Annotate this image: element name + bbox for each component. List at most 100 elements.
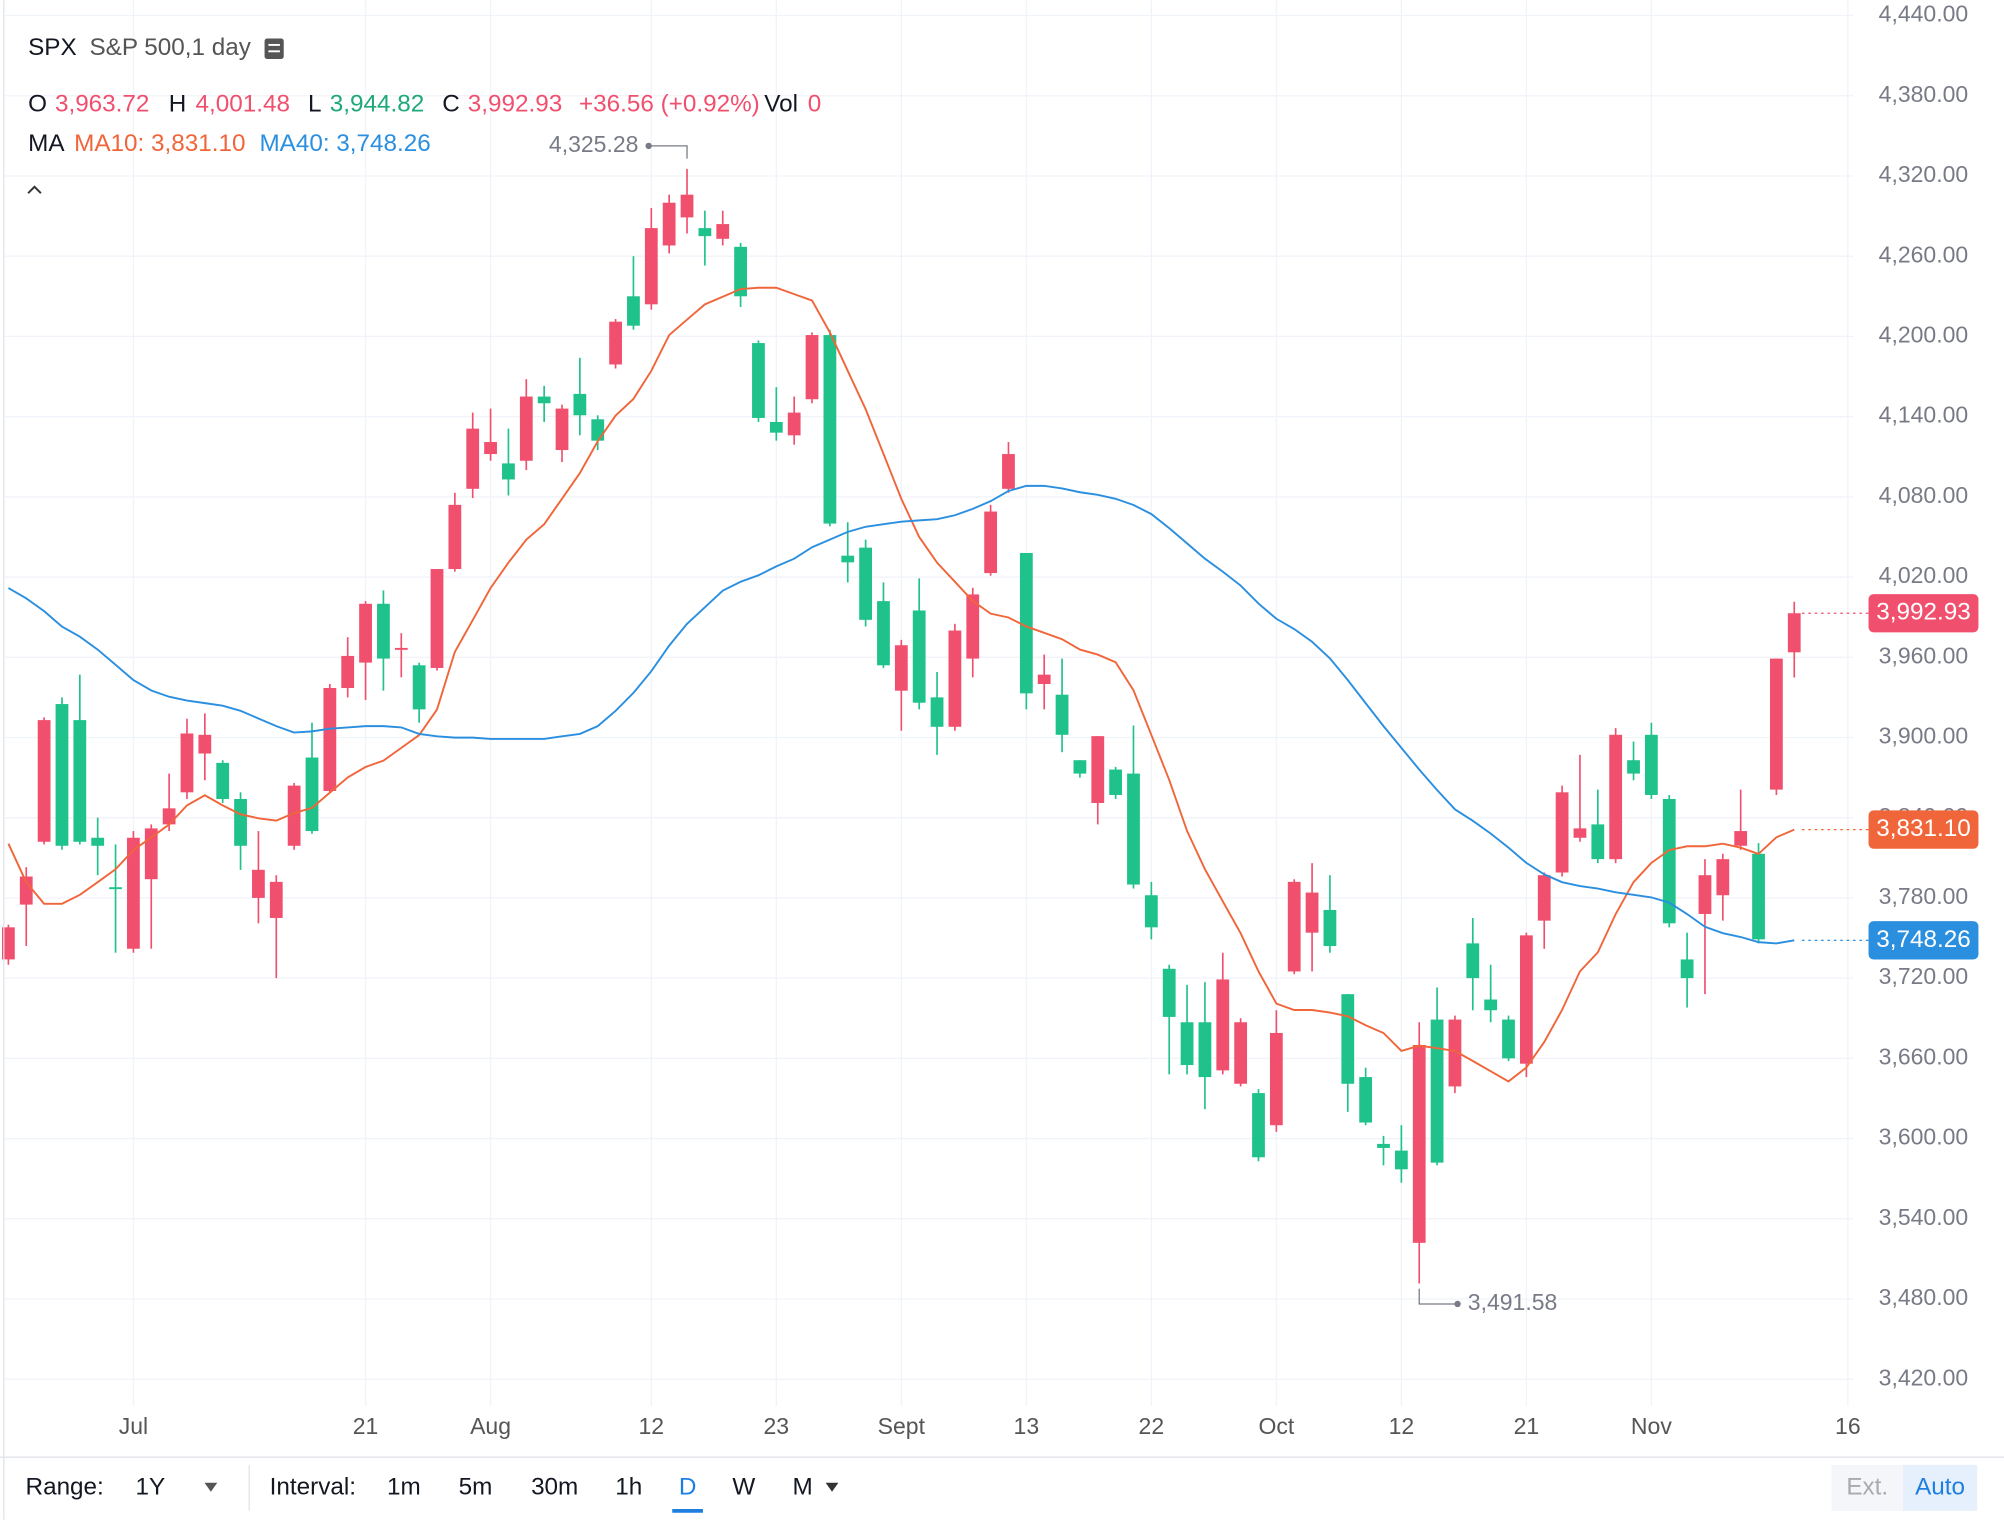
high-marker xyxy=(648,145,688,159)
x-tick-label: Sept xyxy=(878,1413,926,1439)
candle-body xyxy=(1716,859,1730,896)
candle-body xyxy=(1377,1143,1390,1148)
legend-value: 3,992.93 xyxy=(468,90,562,117)
candle-body xyxy=(1662,798,1676,924)
candle-body xyxy=(1644,734,1658,795)
legend-entry: MA40: 3,748.26 xyxy=(259,130,430,157)
candle-body xyxy=(1055,694,1069,735)
candle-body xyxy=(644,228,658,305)
candle-body xyxy=(1287,881,1301,972)
candle-body xyxy=(752,343,765,418)
interval-button[interactable]: 1m xyxy=(387,1473,421,1500)
candle-body xyxy=(2,927,15,960)
x-tick-label: 23 xyxy=(764,1413,790,1439)
candle-body xyxy=(1109,769,1123,795)
dropdown-arrow[interactable] xyxy=(825,1482,839,1492)
candle-body xyxy=(1502,1019,1515,1059)
candle-body xyxy=(287,785,301,846)
price-label: 3,992.93 xyxy=(1876,599,1970,626)
toolbar-label: Range: xyxy=(26,1473,104,1500)
candle-body xyxy=(73,720,87,842)
candle-body xyxy=(698,228,712,237)
info-icon[interactable] xyxy=(264,38,284,59)
auto-button-bg[interactable] xyxy=(1903,1464,1978,1511)
candle-body xyxy=(1591,824,1605,860)
candle-body xyxy=(680,194,694,218)
candle-body xyxy=(127,837,140,949)
price-label-bg xyxy=(1868,594,1979,633)
candle-body xyxy=(734,246,747,297)
candle-body xyxy=(841,555,855,563)
legend-key: MA xyxy=(28,130,65,157)
candle-body xyxy=(394,647,408,650)
candle-body xyxy=(323,688,337,791)
candle-body xyxy=(948,630,962,727)
legend-value: 0 xyxy=(808,90,822,117)
x-tick-label: Oct xyxy=(1258,1413,1294,1439)
candle-body xyxy=(1609,734,1623,860)
candle-body xyxy=(269,881,283,918)
candle-body xyxy=(359,603,372,663)
candle-body xyxy=(430,569,444,668)
candle-body xyxy=(55,704,69,846)
legend-key: L xyxy=(308,90,322,117)
collapse-icon[interactable] xyxy=(27,185,42,194)
interval-button[interactable]: 30m xyxy=(531,1473,578,1500)
y-tick-label: 3,540.00 xyxy=(1879,1204,1969,1230)
interval-button[interactable]: W xyxy=(732,1473,755,1500)
candle-body xyxy=(1752,853,1765,940)
candle-body xyxy=(144,828,158,880)
candle-body xyxy=(198,734,212,754)
candle-body xyxy=(1555,792,1569,873)
range-select[interactable]: 1Y xyxy=(135,1473,165,1500)
y-tick-label: 4,320.00 xyxy=(1879,161,1969,187)
y-tick-label: 3,960.00 xyxy=(1879,642,1969,668)
y-tick-label: 4,440.00 xyxy=(1879,1,1969,27)
interval-button[interactable]: 5m xyxy=(459,1473,493,1500)
candle-body xyxy=(377,603,390,659)
low-marker xyxy=(1418,1288,1458,1305)
symbol-name: S&P 500,1 day xyxy=(89,34,251,61)
candle-body xyxy=(234,798,247,846)
candle-body xyxy=(19,876,33,905)
candle-body xyxy=(1787,613,1801,653)
y-tick-label: 3,660.00 xyxy=(1879,1043,1969,1069)
candle-body xyxy=(448,504,462,570)
auto-button[interactable]: Auto xyxy=(1915,1473,1965,1500)
y-tick-label: 4,380.00 xyxy=(1879,81,1969,107)
x-tick-label: 21 xyxy=(353,1413,379,1439)
ma-line xyxy=(7,484,1795,945)
price-label-bg xyxy=(1868,810,1979,849)
legend-entry: MA10: 3,831.10 xyxy=(74,130,245,157)
candle-body xyxy=(1519,935,1533,1064)
candle-body xyxy=(1162,968,1176,1017)
legend-key: H xyxy=(169,90,187,117)
legend-key: Vol xyxy=(764,90,798,117)
interval-button[interactable]: M xyxy=(793,1473,813,1500)
x-tick-label: 16 xyxy=(1835,1413,1861,1439)
grid xyxy=(5,0,1854,1407)
y-tick-label: 3,780.00 xyxy=(1879,883,1969,909)
candle-body xyxy=(859,547,872,620)
candle-body xyxy=(1341,994,1355,1084)
candle-body xyxy=(1680,959,1694,979)
ext-button[interactable]: Ext. xyxy=(1846,1473,1888,1500)
y-tick-label: 4,200.00 xyxy=(1879,321,1969,347)
candle-body xyxy=(216,762,230,799)
candle-body xyxy=(537,396,551,404)
candle-body xyxy=(1412,1044,1426,1243)
candle-body xyxy=(1537,875,1551,921)
high-label: 4,325.28 xyxy=(549,131,639,157)
candle-body xyxy=(1269,1032,1283,1126)
ext-button-bg[interactable] xyxy=(1831,1464,1904,1511)
candle-body xyxy=(912,610,926,703)
low-marker-dot xyxy=(1454,1300,1461,1308)
candle-body xyxy=(1466,943,1480,979)
interval-button[interactable]: 1h xyxy=(615,1473,642,1500)
interval-button[interactable]: D xyxy=(679,1473,697,1500)
candle-body xyxy=(1573,828,1587,838)
dropdown-arrow[interactable] xyxy=(204,1482,218,1492)
candle-body xyxy=(252,869,265,898)
candle-body xyxy=(1073,760,1087,774)
